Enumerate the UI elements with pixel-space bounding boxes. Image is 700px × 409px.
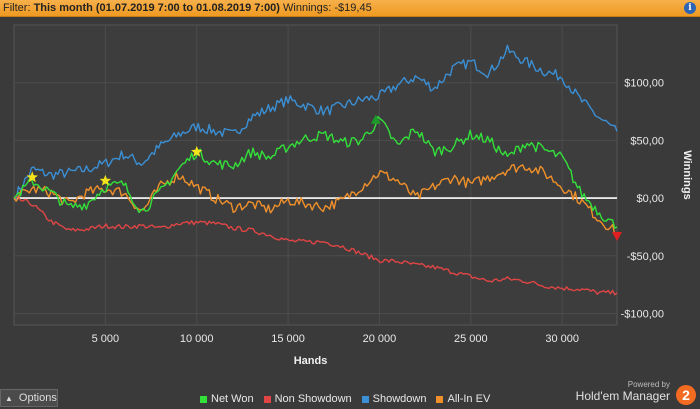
x-tick-label: 10 000 bbox=[180, 333, 214, 345]
options-label: Options bbox=[18, 392, 57, 404]
legend-label: Showdown bbox=[372, 393, 427, 405]
series-line-net-won bbox=[13, 116, 618, 229]
legend-item-non-showdown[interactable]: Non Showdown bbox=[263, 392, 352, 406]
x-tick-label: 5 000 bbox=[92, 333, 120, 345]
y-tick-label: $0,00 bbox=[636, 193, 664, 205]
info-icon[interactable]: i bbox=[684, 2, 696, 14]
caret-up-icon: ▲ bbox=[5, 394, 13, 403]
x-tick-label: 15 000 bbox=[271, 333, 305, 345]
brand: Powered by Hold'em Manager 2 bbox=[576, 380, 696, 408]
legend-swatch bbox=[200, 395, 207, 403]
x-axis-title: Hands bbox=[294, 355, 328, 367]
x-tick-label: 20 000 bbox=[363, 333, 397, 345]
legend-item-net-won[interactable]: Net Won bbox=[200, 392, 254, 406]
series-line-non-showdown bbox=[13, 196, 618, 296]
legend: Net Won Non Showdown Showdown All-In EV bbox=[200, 392, 490, 406]
max-marker-icon bbox=[370, 114, 381, 124]
legend-label: Net Won bbox=[211, 393, 254, 405]
legend-label: All-In EV bbox=[447, 393, 491, 405]
x-tick-label: 25 000 bbox=[454, 333, 488, 345]
star-marker-icon bbox=[99, 174, 112, 186]
winnings-label: Winnings: bbox=[283, 2, 332, 14]
plot-area bbox=[13, 24, 618, 326]
legend-label: Non Showdown bbox=[274, 393, 352, 405]
star-marker-icon bbox=[26, 171, 38, 183]
filter-range: This month (01.07.2019 7:00 to 01.08.201… bbox=[33, 2, 280, 14]
y-tick-label: $50,00 bbox=[630, 135, 664, 147]
series-line-allin-ev bbox=[13, 164, 618, 236]
y-tick-label: $100,00 bbox=[624, 78, 664, 90]
y-axis-title: Winnings bbox=[681, 150, 693, 199]
min-marker-icon bbox=[612, 232, 622, 241]
series-line-showdown bbox=[13, 44, 618, 201]
brand-logo-icon: 2 bbox=[676, 385, 696, 405]
filter-bar: Filter: This month (01.07.2019 7:00 to 0… bbox=[0, 0, 700, 17]
legend-swatch bbox=[436, 395, 444, 403]
legend-item-allin-ev[interactable]: All-In EV bbox=[436, 392, 490, 406]
y-tick-label: -$100,00 bbox=[621, 308, 664, 320]
chart-footer: ▲ Options Net Won Non Showdown Showdown A… bbox=[0, 380, 700, 409]
legend-swatch bbox=[361, 395, 369, 403]
x-tick-label: 30 000 bbox=[545, 333, 579, 345]
star-marker-icon bbox=[191, 145, 203, 157]
brand-name: Hold'em Manager bbox=[575, 389, 670, 403]
legend-item-showdown[interactable]: Showdown bbox=[361, 392, 427, 406]
winnings-value: -$19,45 bbox=[334, 2, 372, 14]
y-tick-label: -$50,00 bbox=[627, 251, 664, 263]
powered-by-label: Powered by bbox=[627, 380, 670, 389]
options-button[interactable]: ▲ Options bbox=[0, 389, 58, 407]
winnings-chart: 5 000 10 000 15 000 20 000 25 000 30 000 $100,… bbox=[13, 24, 693, 367]
filter-label: Filter: bbox=[3, 2, 31, 14]
legend-swatch bbox=[263, 395, 271, 403]
